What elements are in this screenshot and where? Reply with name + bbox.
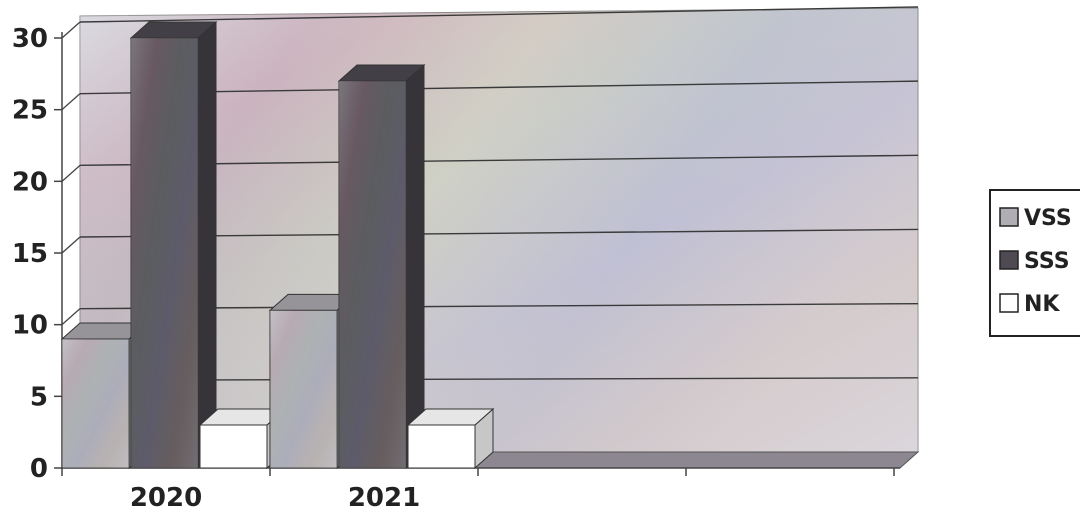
gridline: [79, 154, 919, 167]
gridlines: [61, 6, 919, 469]
bar-side: [197, 20, 217, 470]
bars: [60, 20, 495, 470]
x-axis-category-labels: 2020 2021: [130, 483, 420, 513]
bar-side: [405, 63, 425, 470]
legend-label: VSS: [1024, 206, 1072, 231]
bar-sss-2020: [129, 20, 218, 470]
y-tick-label: 15: [12, 239, 48, 269]
x-category-label: 2021: [348, 483, 420, 513]
bar-sheen: [270, 310, 337, 468]
gridline-side: [61, 236, 81, 254]
y-axis-tick-labels: 0 5 10 15 20 25 30: [12, 24, 48, 484]
bar-nk-2021: [406, 407, 495, 470]
gridline-side: [61, 164, 81, 182]
y-tick-label: 20: [12, 167, 48, 197]
gridline-side: [61, 93, 81, 111]
gridline: [79, 6, 919, 23]
legend: VSS SSS NK: [989, 189, 1080, 337]
y-tick-label: 0: [30, 454, 48, 484]
x-category-label: 2020: [130, 483, 202, 513]
legend-swatch: [999, 293, 1019, 313]
legend-item-nk: NK: [999, 292, 1060, 317]
bar-sss-2021: [337, 63, 426, 470]
y-tick-label: 30: [12, 24, 48, 54]
legend-item-sss: SSS: [999, 249, 1070, 274]
bar-sheen: [339, 81, 406, 468]
bar-sheen: [62, 339, 129, 468]
bar-sheen: [131, 38, 198, 468]
legend-swatch: [999, 207, 1019, 227]
y-tick-label: 25: [12, 96, 48, 126]
legend-swatch: [999, 250, 1019, 270]
legend-label: NK: [1024, 292, 1060, 317]
gridline-side: [61, 21, 81, 39]
legend-item-vss: VSS: [999, 206, 1072, 231]
gridline: [79, 377, 919, 382]
gridline: [79, 302, 919, 310]
gridline: [79, 228, 919, 238]
y-tick-label: 10: [12, 311, 48, 341]
bar-front: [199, 424, 268, 469]
y-tick-label: 5: [30, 382, 48, 412]
legend-label: SSS: [1024, 249, 1070, 274]
gridline-side: [61, 308, 81, 326]
gridline: [79, 80, 919, 95]
bar-front: [407, 424, 476, 469]
